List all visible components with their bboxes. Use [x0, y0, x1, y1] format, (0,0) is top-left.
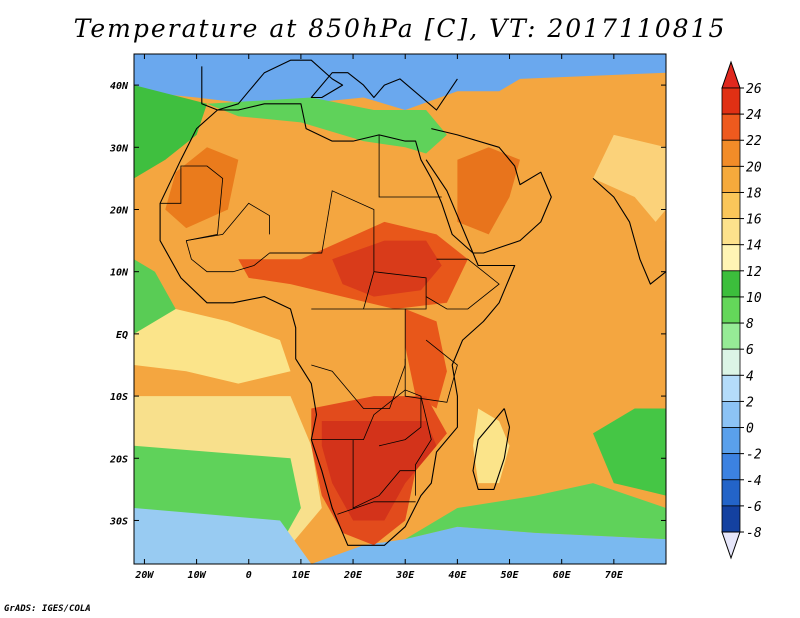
- region-southern-ocean-blue: [311, 526, 666, 564]
- map-axes: 20W 10W 0 10E 20E 30E 40E 50E 60E 70E 40N 30N 20N 10N…: [109, 54, 666, 581]
- border-mali-algeria: [186, 202, 271, 241]
- lon-tick-label: 70E: [605, 570, 624, 581]
- border-ethiopia: [425, 258, 500, 310]
- colorbar-swatch: [721, 322, 741, 350]
- colorbar-swatch: [721, 401, 741, 428]
- lat-tick-label: 20N: [109, 205, 129, 216]
- border-mauritania: [160, 165, 224, 241]
- footer-credit: GrADS: IGES/COLA: [4, 604, 91, 614]
- colorbar-swatch: [721, 87, 741, 115]
- border-congo: [311, 308, 406, 409]
- region-arabia-hot: [457, 147, 520, 235]
- border-libya-egypt: [378, 134, 442, 198]
- colorbar-swatch: [721, 192, 741, 219]
- colorbar-label: 24: [746, 108, 762, 123]
- lat-tick-label: 10S: [110, 392, 128, 403]
- border-tanzania-kenya: [404, 339, 458, 403]
- colorbar-label: 20: [746, 160, 762, 175]
- colorbar-swatch: [721, 505, 741, 533]
- arabia-coast: [425, 128, 552, 254]
- colorbar-swatch: [721, 296, 741, 324]
- lon-tick-label: 20E: [343, 570, 363, 581]
- colorbar-swatch: [721, 453, 741, 481]
- colorbar-bottom-arrow: [721, 531, 741, 560]
- colorbar-label: -6: [746, 500, 762, 515]
- colorbar-swatch: [721, 374, 741, 402]
- lat-tick-label: 20S: [109, 454, 128, 465]
- lon-tick-label: 50E: [500, 570, 519, 581]
- lat-tick-label: 30N: [109, 143, 129, 154]
- border-namibia-botswana: [352, 439, 416, 509]
- colorbar-label: 6: [746, 343, 754, 358]
- map-frame: [133, 53, 667, 565]
- lon-tick-label: 60E: [553, 570, 572, 581]
- colorbar-swatch: [721, 113, 741, 141]
- lon-tick-label: 0: [246, 570, 252, 581]
- border-south-africa: [337, 501, 416, 515]
- colorbar-label: 2: [746, 395, 754, 410]
- region-southern-ocean-green: [405, 483, 666, 540]
- colorbar-label: 8: [746, 317, 754, 332]
- europe-coast: [201, 59, 458, 111]
- region-gulf-of-guinea-yellow: [134, 309, 291, 384]
- region-southern-africa-core: [321, 421, 437, 521]
- lat-tick-label: 30S: [109, 516, 128, 527]
- colorbar-label: -8: [746, 526, 762, 541]
- colorbar-swatch: [721, 244, 741, 272]
- lat-tick-label: EQ: [116, 330, 128, 341]
- colorbar-swatch: [721, 479, 741, 507]
- temperature-map: [134, 54, 666, 564]
- colorbar-label: -4: [746, 474, 762, 489]
- border-angola-zambia: [311, 389, 422, 447]
- colorbar-top-arrow: [721, 60, 741, 89]
- colorbar-label: 16: [746, 213, 762, 228]
- colorbar-label: 22: [746, 134, 762, 149]
- colorbar-label: 10: [746, 291, 762, 306]
- lon-tick-label: 10E: [292, 570, 311, 581]
- region-east-africa-hot: [405, 309, 447, 409]
- lon-tick-label: 20W: [134, 570, 154, 581]
- colorbar-label: 18: [746, 186, 762, 201]
- colorbar-label: 26: [746, 82, 762, 97]
- region-south-atlantic-blue: [134, 508, 312, 564]
- colorbar-label: 14: [746, 239, 762, 254]
- colorbar-label: 4: [746, 369, 754, 384]
- colorbar-label: 12: [746, 265, 762, 280]
- region-madagascar-yellow: [473, 408, 510, 484]
- map-title: Temperature at 850hPa [C], VT: 201711081…: [73, 14, 727, 43]
- lon-tick-label: 10W: [188, 570, 207, 581]
- region-india-cool: [593, 134, 666, 222]
- country-borders: [160, 134, 500, 515]
- region-mediterranean-green: [207, 97, 447, 154]
- border-mozambique: [415, 396, 432, 496]
- coastlines: [159, 59, 666, 546]
- region-indian-ocean-green: [593, 408, 666, 496]
- colorbar-swatch: [721, 348, 741, 376]
- region-north-atlantic-green: [134, 85, 207, 179]
- madagascar-coast: [472, 408, 511, 490]
- india-coast: [592, 177, 666, 285]
- colorbar-label: 0: [746, 422, 754, 437]
- colorbar-swatch: [721, 218, 741, 246]
- region-sahel-core: [332, 240, 442, 297]
- colorbar-swatch: [721, 165, 741, 193]
- africa-coast: [159, 103, 516, 546]
- colorbar-swatch: [721, 427, 741, 455]
- lat-tick-label: 40N: [110, 81, 129, 92]
- lon-tick-label: 30E: [395, 570, 415, 581]
- lon-tick-label: 40E: [448, 570, 467, 581]
- colorbar-swatch: [721, 139, 741, 167]
- colorbar-swatch: [721, 270, 741, 298]
- colorbar-label: -2: [746, 448, 762, 463]
- region-europe-cold: [134, 54, 666, 110]
- border-sudan-south: [373, 271, 427, 310]
- border-west-africa: [185, 240, 322, 273]
- lat-tick-label: 10N: [110, 268, 129, 279]
